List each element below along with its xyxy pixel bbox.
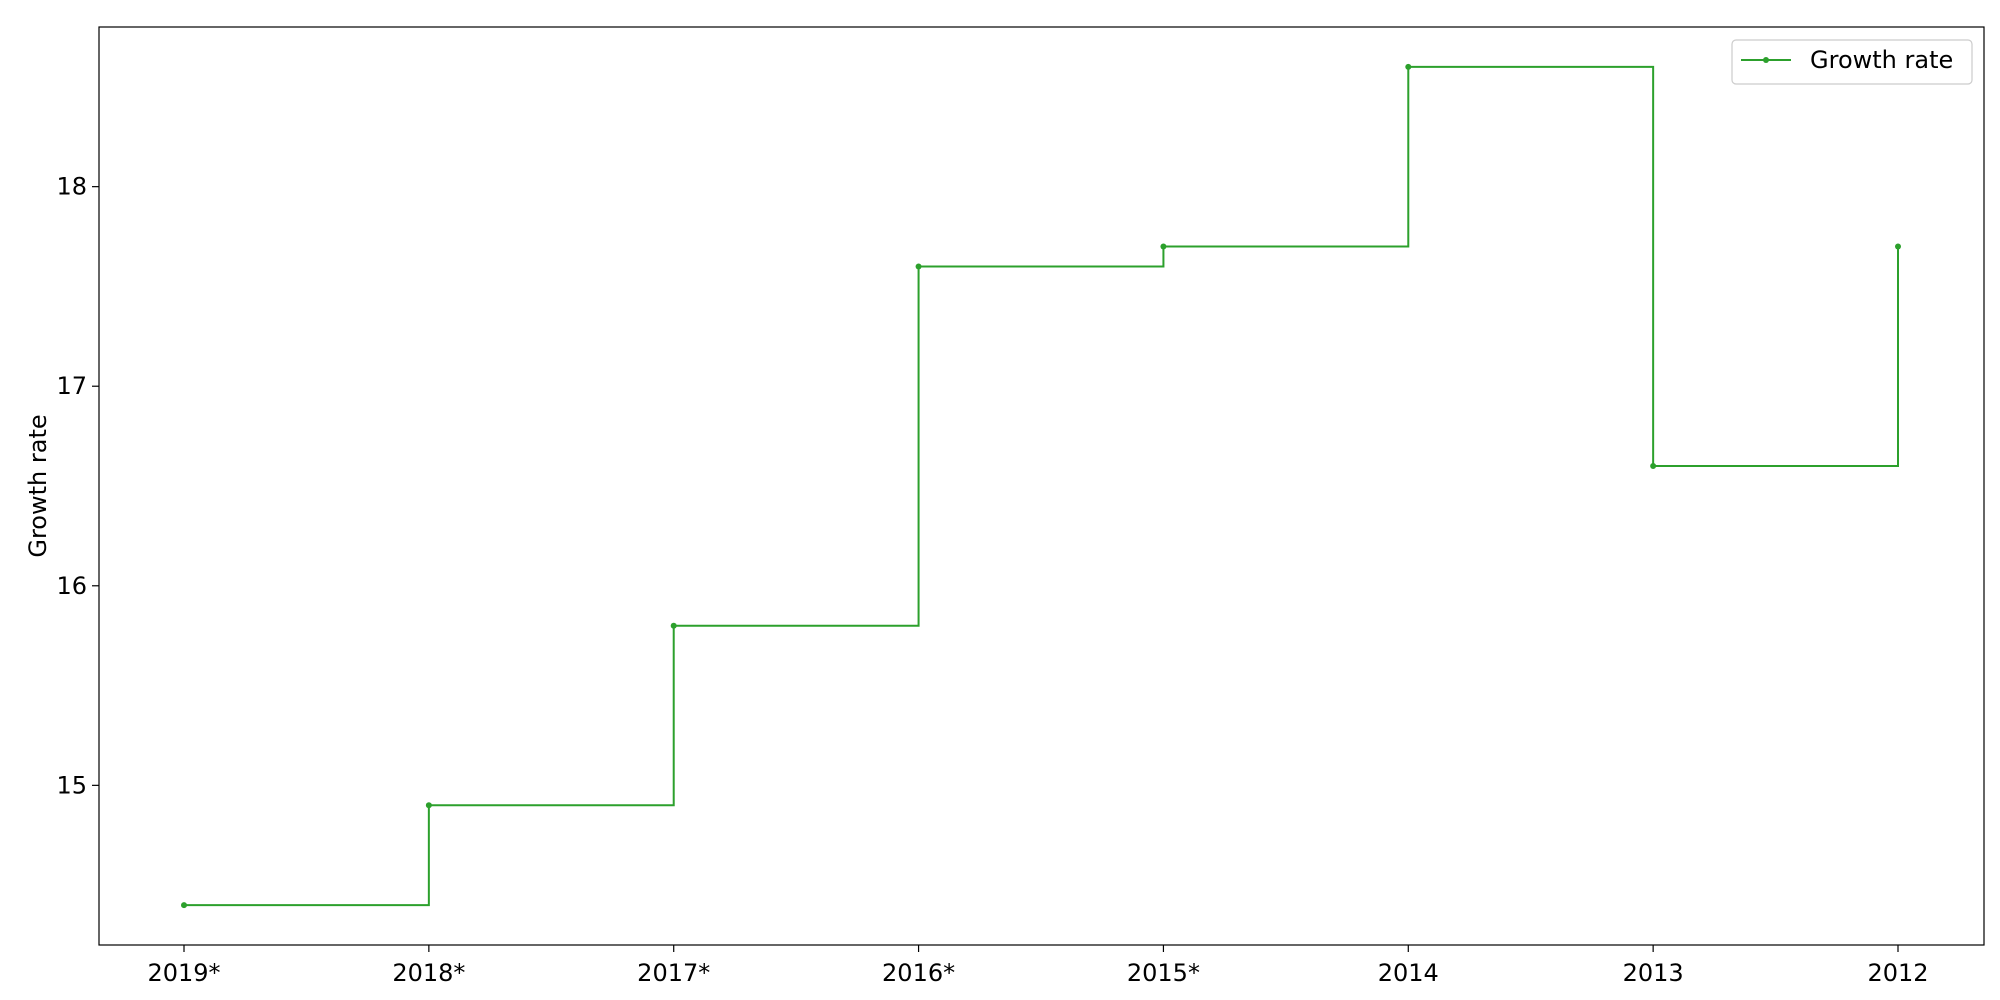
series-line bbox=[184, 65, 1899, 907]
x-axis-ticks: 2019* 2018* 2017* 2016* 2015* 2014 2013 2012 bbox=[147, 945, 1929, 987]
x-tick-label: 2013 bbox=[1623, 959, 1684, 987]
data-point bbox=[915, 263, 922, 270]
legend: Growth rate bbox=[1731, 39, 1973, 85]
data-point bbox=[1650, 463, 1657, 470]
data-point bbox=[181, 902, 187, 909]
data-point bbox=[425, 802, 432, 809]
x-tick-label: 2019* bbox=[147, 959, 220, 987]
data-point bbox=[1895, 243, 1901, 250]
series-layer bbox=[181, 63, 1901, 909]
data-point bbox=[1405, 63, 1412, 70]
y-tick-label: 15 bbox=[56, 771, 87, 799]
y-axis-label: Growth rate bbox=[24, 414, 52, 557]
x-tick-label: 2012 bbox=[1867, 959, 1928, 987]
legend-marker bbox=[1763, 57, 1769, 63]
plot-area bbox=[98, 26, 1985, 946]
data-point bbox=[1160, 243, 1167, 250]
x-tick-label: 2018* bbox=[392, 959, 465, 987]
legend-label: Growth rate bbox=[1810, 46, 1953, 74]
x-tick-label: 2014 bbox=[1378, 959, 1439, 987]
y-tick-label: 17 bbox=[56, 372, 87, 400]
y-axis-ticks: 15 16 17 18 bbox=[56, 173, 99, 799]
y-tick-label: 16 bbox=[56, 572, 87, 600]
y-tick-label: 18 bbox=[56, 173, 87, 201]
x-tick-label: 2015* bbox=[1127, 959, 1200, 987]
legend-box bbox=[1731, 39, 1973, 85]
data-point bbox=[670, 622, 677, 629]
x-tick-label: 2017* bbox=[637, 959, 710, 987]
x-tick-label: 2016* bbox=[882, 959, 955, 987]
